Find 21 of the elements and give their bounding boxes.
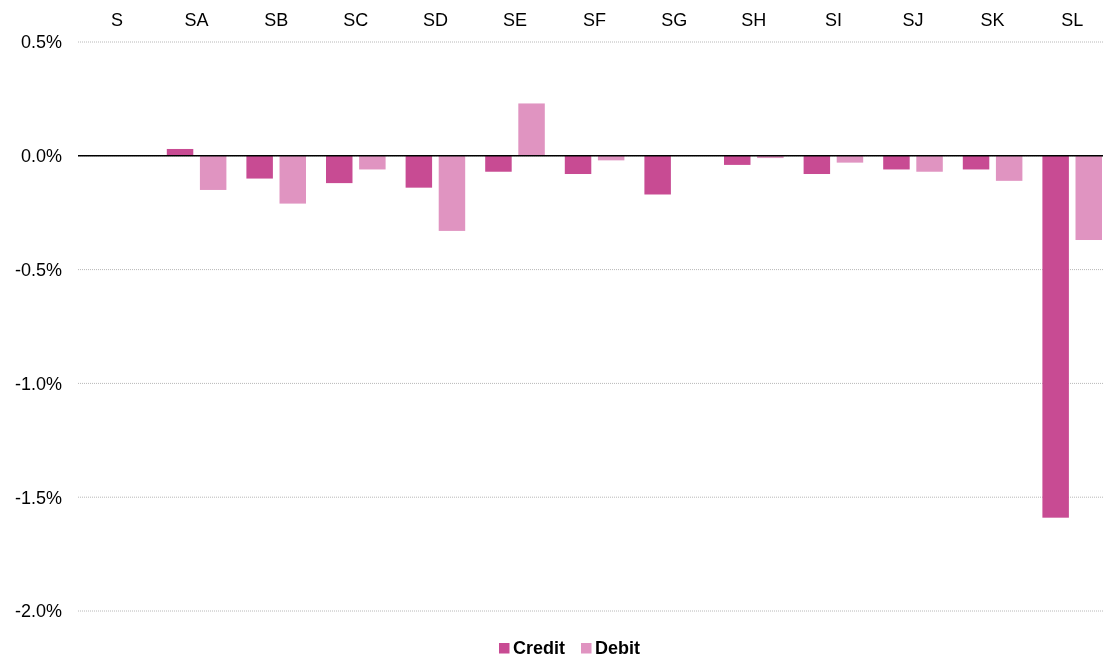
x-tick-label: SI xyxy=(824,10,842,30)
legend-label: Debit xyxy=(595,638,641,656)
x-tick-label: SF xyxy=(583,10,607,30)
x-tick-label: SK xyxy=(980,10,1005,30)
y-tick-label: 0.0% xyxy=(20,146,62,167)
x-tick-label: SD xyxy=(422,10,448,30)
y-tick-label: -2.0% xyxy=(14,601,62,622)
y-tick-label: -1.0% xyxy=(14,373,62,394)
x-tick-label: SE xyxy=(502,10,528,30)
legend-label: Credit xyxy=(513,638,566,656)
y-tick-label: -1.5% xyxy=(14,487,62,508)
y-tick-label: -0.5% xyxy=(14,259,62,280)
x-tick-label: S xyxy=(110,10,124,30)
x-tick-label: SG xyxy=(661,10,688,30)
x-tick-label: SL xyxy=(1061,10,1084,30)
x-tick-label: SB xyxy=(264,10,289,30)
x-tick-label: SH xyxy=(741,10,767,30)
y-tick-label: 0.5% xyxy=(20,32,62,53)
x-tick-label: SJ xyxy=(902,10,924,30)
x-tick-label: SC xyxy=(343,10,369,30)
x-tick-label: SA xyxy=(184,10,209,30)
